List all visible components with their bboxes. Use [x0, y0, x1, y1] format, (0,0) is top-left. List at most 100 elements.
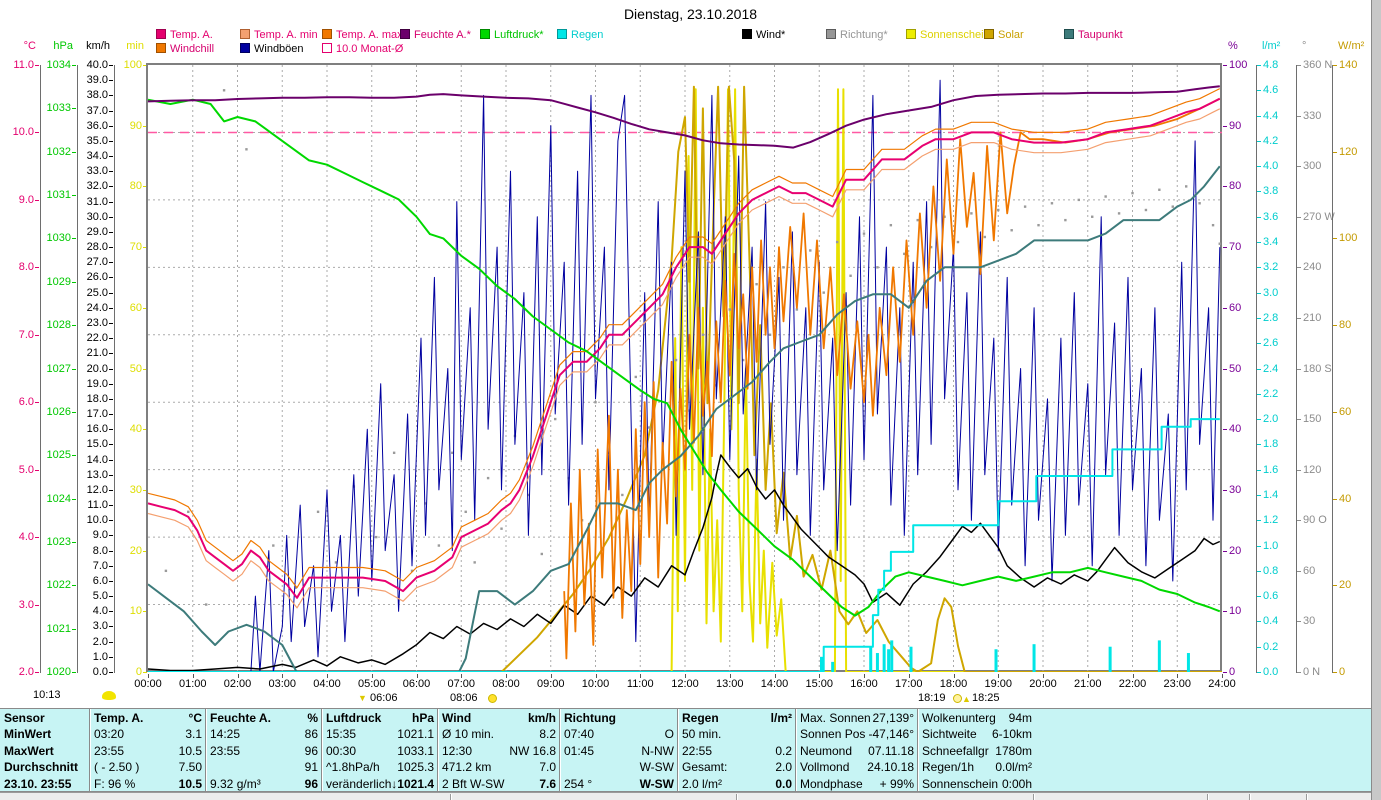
axis-label-solar: 100 — [1339, 232, 1358, 245]
axis-tick-windspeed — [109, 338, 113, 340]
series-richtung-dot — [486, 476, 490, 480]
axis-label-solar: 40 — [1339, 492, 1352, 505]
series-richtung-dot — [809, 249, 812, 252]
legend-item-luftdruck: Luftdruck* — [480, 29, 544, 41]
series-richtung-dot — [527, 493, 530, 497]
legend-label: Temp. A. max — [336, 29, 403, 41]
series-richtung-dot — [334, 561, 338, 564]
axis-tick-rain — [1257, 494, 1261, 496]
axis-label-pressure: 1021 — [46, 622, 71, 635]
axis-tick-sunminutes — [143, 489, 147, 491]
legend-label: Regen — [571, 29, 604, 41]
axis-tick-windspeed — [109, 156, 113, 158]
axis-tick-rain — [1257, 191, 1261, 193]
x-axis-tick — [237, 674, 239, 678]
axis-tick-pressure — [72, 541, 76, 543]
table-text: Mondphase — [800, 776, 863, 791]
axis-tick-sunminutes — [143, 672, 147, 673]
axis-line-pressure — [77, 65, 78, 673]
table-text: ^1.8hPa/h — [326, 760, 380, 775]
axis-line-direction — [1296, 65, 1297, 673]
axis-label-solar: 0 — [1339, 666, 1346, 678]
axis-label-windspeed: 1.0 — [92, 650, 108, 663]
axis-tick-humidity — [1223, 186, 1227, 188]
table-cell: Sonnenschein 0:00h — [922, 776, 1032, 792]
table-cell: 23.10. 23:55 — [4, 776, 88, 792]
table-text: 01:45 — [564, 743, 595, 758]
x-axis-label: 03:00 — [268, 678, 297, 690]
axis-tick-rain — [1257, 267, 1261, 269]
table-cell: MinWert — [4, 726, 88, 742]
x-axis-tick — [416, 674, 418, 678]
series-richtung-dot — [997, 208, 1000, 212]
series-regen-bars-bar — [875, 653, 879, 672]
axis-label-direction: 360 N — [1303, 59, 1333, 71]
axis-tick-rain — [1257, 368, 1261, 370]
axis-tick-rain — [1257, 520, 1261, 522]
x-axis-label: 05:00 — [357, 678, 386, 690]
series-richtung-dot — [822, 291, 825, 294]
x-axis-tick — [1222, 674, 1223, 678]
legend-swatch-sonnenschein — [906, 29, 916, 39]
dawn-annotation: ▼ 06:06 — [358, 692, 398, 704]
axis-label-pressure: 1025 — [46, 449, 71, 462]
x-axis-tick — [864, 674, 865, 678]
dusk-annotation: 18:25 — [972, 692, 1000, 704]
axis-label-direction: 210 — [1303, 311, 1322, 324]
table-column-7: Max. Sonnen 27,139° Sonnen Pos -47,146° Neum… — [800, 710, 914, 792]
right-scrollbar[interactable] — [1371, 0, 1381, 800]
sun-up-arrow-icon: ▲ — [962, 694, 971, 704]
legend-item-sonnenschein: Sonnenschein — [906, 29, 990, 41]
x-axis-tick — [1043, 674, 1044, 678]
axis-label-rain: 4.4 — [1263, 109, 1279, 122]
table-column-1: Temp. A. °C 03:20 3.1 23:55 10.5 ( - 2.50 ) 7.5… — [94, 710, 202, 792]
axis-label-rain: 2.2 — [1263, 387, 1279, 400]
series-regen-bars-bar — [1108, 646, 1112, 672]
axis-label-pressure: 1024 — [46, 492, 71, 505]
axis-tick-windspeed — [109, 641, 113, 643]
series-richtung-dot — [795, 308, 799, 311]
table-text: 91 — [304, 760, 318, 775]
series-richtung-dot — [889, 223, 893, 227]
x-axis-label: 08:00 — [492, 678, 520, 690]
table-cell: 14:25 86 — [210, 726, 318, 742]
axis-label-windspeed: 22.0 — [86, 332, 108, 345]
axis-label-pressure: 1029 — [46, 275, 71, 288]
axis-label-windspeed: 17.0 — [86, 408, 108, 421]
legend-item-richtung: Richtung* — [826, 29, 888, 41]
axis-tick-direction — [1297, 166, 1301, 168]
table-text: 9.32 g/m³ — [210, 776, 261, 791]
axis-label-solar: 80 — [1339, 319, 1352, 332]
x-axis-label: 00:00 — [134, 678, 162, 690]
axis-tick-windspeed — [109, 140, 113, 142]
series-richtung-dot — [970, 212, 973, 215]
legend-label: Sonnenschein — [920, 29, 990, 41]
axis-label-pressure: 1020 — [46, 666, 71, 678]
table-cell: 07:40 O — [564, 726, 674, 742]
table-text: 10.5 — [178, 743, 202, 758]
axis-tick-windspeed — [109, 110, 113, 112]
axis-tick-rain — [1257, 216, 1261, 218]
series-wind — [148, 454, 1221, 672]
table-text: 10.5 — [178, 776, 202, 791]
axis-tick-temp — [35, 267, 39, 269]
series-richtung-dot — [835, 240, 839, 244]
x-axis-label: 06:00 — [402, 678, 431, 690]
chart-plot-area[interactable] — [148, 65, 1222, 672]
axis-label-windspeed: 38.0 — [86, 89, 108, 102]
axis-label-humidity: 80 — [1229, 180, 1242, 193]
series-regen-bars-bar — [1032, 644, 1036, 672]
table-text: Vollmond — [800, 760, 850, 775]
moon-icon — [102, 691, 116, 700]
status-divider — [1306, 794, 1308, 800]
table-text: 23:55 — [94, 743, 125, 758]
axis-label-windspeed: 5.0 — [92, 590, 108, 603]
series-regen-bars-bar — [994, 649, 998, 672]
axis-label-rain: 3.0 — [1263, 286, 1279, 299]
series-richtung-dot — [1023, 205, 1027, 208]
table-text: 96 — [304, 743, 318, 758]
axis-label-direction: 30 — [1303, 615, 1316, 628]
series-windchill — [563, 97, 1221, 660]
series-richtung-dot — [1131, 191, 1134, 195]
series-richtung-dot — [316, 510, 320, 514]
